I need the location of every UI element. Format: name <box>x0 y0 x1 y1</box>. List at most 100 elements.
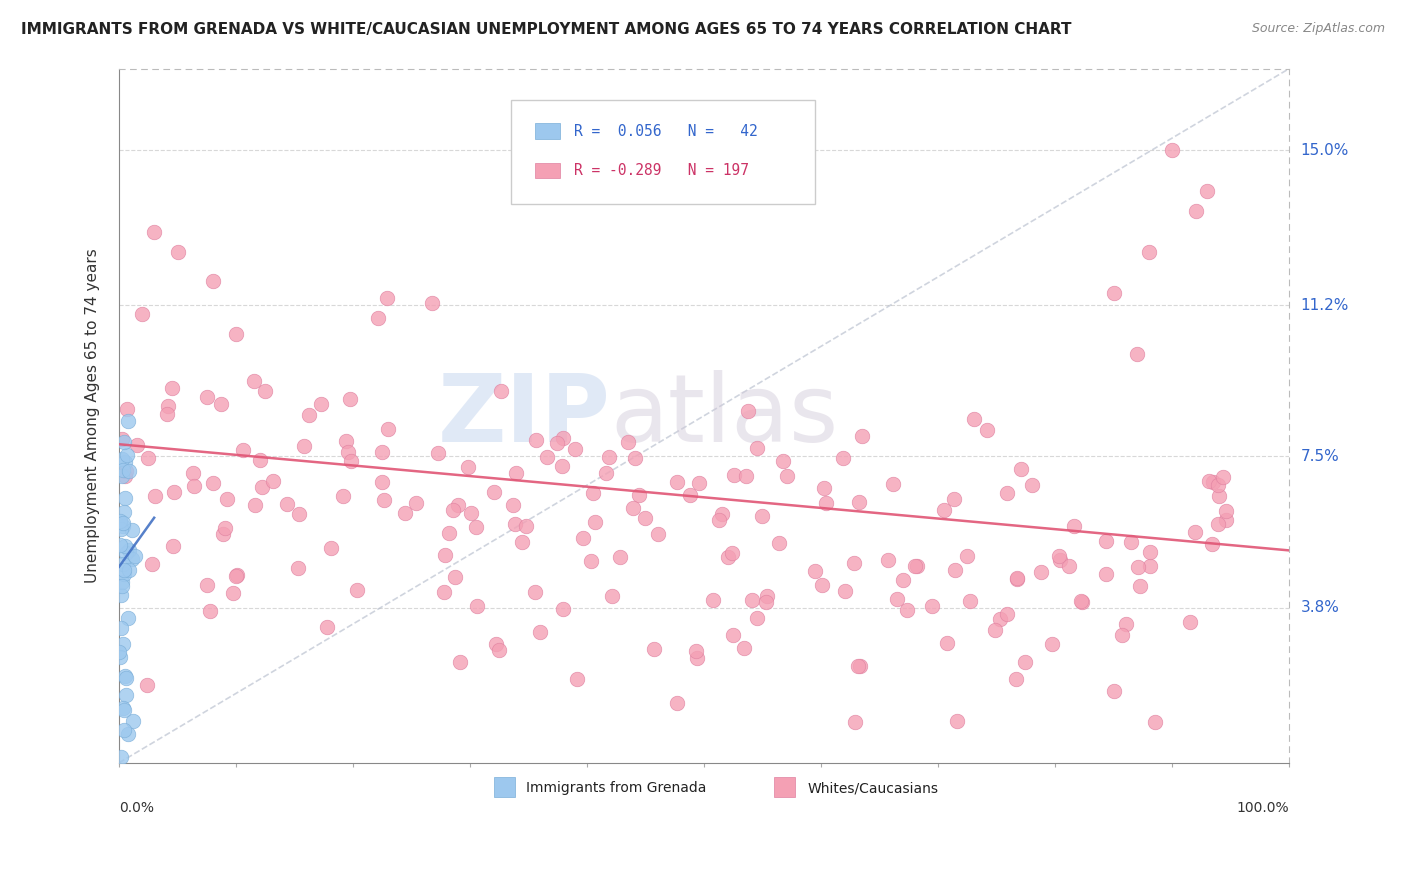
Point <box>851 429 873 443</box>
Point <box>156 399 179 413</box>
Point <box>112 566 135 581</box>
Y-axis label: Unemployment Among Ages 65 to 74 years: Unemployment Among Ages 65 to 74 years <box>86 248 100 583</box>
Point <box>108 538 131 552</box>
Text: Source: ZipAtlas.com: Source: ZipAtlas.com <box>1251 22 1385 36</box>
Point <box>225 567 247 582</box>
Point <box>443 570 465 584</box>
Point <box>551 431 574 445</box>
Point <box>721 546 744 560</box>
Point <box>583 515 606 529</box>
Point <box>367 310 389 325</box>
Point <box>678 488 700 502</box>
Point <box>1206 516 1229 531</box>
Text: 15.0%: 15.0% <box>1301 143 1348 158</box>
Point <box>1201 475 1223 489</box>
Point <box>1111 627 1133 641</box>
Point <box>1206 477 1229 491</box>
Point <box>905 559 928 574</box>
Point <box>932 503 955 517</box>
Point <box>375 291 398 305</box>
Point <box>122 714 145 728</box>
Point <box>891 573 914 587</box>
Point <box>437 526 460 541</box>
Point <box>117 449 139 463</box>
Point <box>717 550 740 565</box>
Point <box>600 590 623 604</box>
Point <box>195 577 218 591</box>
Point <box>804 565 827 579</box>
Point <box>298 409 321 423</box>
Point <box>772 454 794 468</box>
Point <box>183 478 205 492</box>
Point <box>114 669 136 683</box>
Text: Whites/Caucasians: Whites/Caucasians <box>807 781 938 796</box>
Point <box>110 469 132 483</box>
Point <box>337 444 360 458</box>
Point <box>346 582 368 597</box>
Text: 3.8%: 3.8% <box>1301 600 1340 615</box>
Point <box>110 621 132 635</box>
Point <box>1007 572 1029 586</box>
Point <box>776 468 799 483</box>
Point <box>551 459 574 474</box>
Point <box>112 434 135 449</box>
Point <box>1102 683 1125 698</box>
Point <box>162 539 184 553</box>
Point <box>112 463 135 477</box>
Point <box>136 678 159 692</box>
Point <box>181 466 204 480</box>
Point <box>647 527 669 541</box>
Point <box>111 432 134 446</box>
Text: ZIP: ZIP <box>437 369 610 462</box>
Point <box>572 531 595 545</box>
Point <box>118 464 141 478</box>
Point <box>623 451 645 466</box>
Point <box>433 548 456 562</box>
Point <box>371 475 394 489</box>
Point <box>201 274 224 288</box>
Point <box>215 491 238 506</box>
Point <box>943 563 966 577</box>
Point <box>1119 534 1142 549</box>
Point <box>162 485 184 500</box>
Point <box>995 486 1018 500</box>
Point <box>117 402 139 417</box>
Point <box>339 453 361 467</box>
Point <box>768 536 790 550</box>
Point <box>505 466 527 480</box>
Point <box>114 491 136 505</box>
Bar <box>494 777 515 797</box>
Point <box>503 516 526 531</box>
Point <box>1005 571 1028 585</box>
Point <box>733 640 755 655</box>
Point <box>814 496 837 510</box>
Bar <box>534 163 560 178</box>
Point <box>735 469 758 483</box>
Point <box>711 507 734 521</box>
Point <box>288 508 311 522</box>
Point <box>166 245 188 260</box>
Point <box>609 549 631 564</box>
Point <box>666 696 689 710</box>
Point <box>292 439 315 453</box>
Point <box>141 558 163 572</box>
Point <box>1014 655 1036 669</box>
Point <box>810 578 832 592</box>
Point <box>488 643 510 657</box>
Bar <box>534 123 560 138</box>
Point <box>253 384 276 399</box>
Point <box>111 451 134 466</box>
Point <box>489 384 512 398</box>
Point <box>1144 714 1167 729</box>
Point <box>936 636 959 650</box>
Point <box>394 506 416 520</box>
Point <box>702 593 724 607</box>
Point <box>1010 462 1032 476</box>
Point <box>1139 544 1161 558</box>
Point <box>1129 579 1152 593</box>
Point <box>707 513 730 527</box>
Point <box>984 623 1007 637</box>
Point <box>121 524 143 538</box>
Point <box>685 644 707 658</box>
Point <box>842 556 865 570</box>
